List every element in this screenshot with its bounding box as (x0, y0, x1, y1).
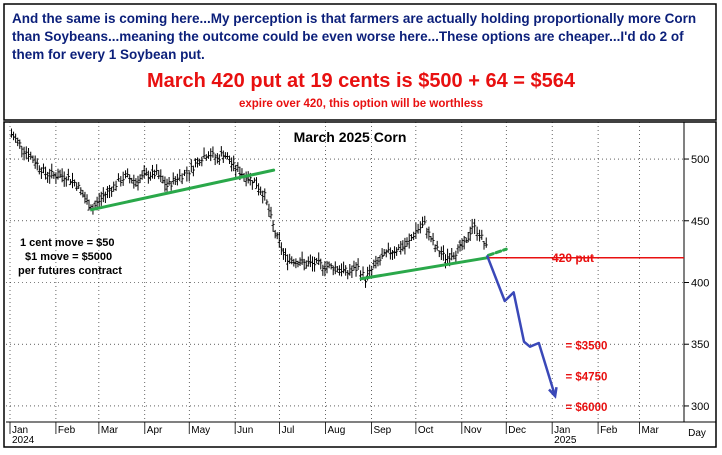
info-line-2: $1 move = $5000 (25, 251, 112, 263)
x-tick-label: Dec (508, 425, 526, 436)
x-tick-label: Mar (642, 425, 660, 436)
y-tick-label: 400 (691, 277, 709, 289)
chart-text: March 2025 Corn Day 1 cent move = $50 $1… (18, 129, 706, 439)
trendline-2 (359, 256, 489, 281)
x-tick-label: Apr (147, 425, 163, 436)
info-line-1: 1 cent move = $50 (20, 237, 114, 249)
x-tick-label: Sep (373, 425, 391, 436)
payoff-annotation-3: = $6000 (565, 402, 607, 414)
x-tick-label: Jan (554, 425, 570, 436)
y-tick-label: 300 (691, 401, 709, 413)
chart-border (3, 121, 717, 448)
payoff-annotation-2: = $4750 (565, 371, 607, 383)
x-tick-label: Nov (464, 425, 482, 436)
chart-title: March 2025 Corn (294, 129, 407, 145)
overlay-lines (89, 168, 684, 399)
x-tick-label: Jul (282, 425, 295, 436)
y-tick-label: 350 (691, 339, 709, 351)
header-box (3, 3, 717, 121)
projection-arrowhead (548, 386, 558, 399)
x-tick-label: Mar (101, 425, 119, 436)
trendline-3 (486, 247, 508, 257)
trendline-1 (89, 168, 276, 212)
payoff-annotation-1: = $3500 (565, 340, 607, 352)
strike-label: 420 put (552, 251, 594, 265)
projection-path (485, 254, 557, 397)
y-tick-label: 500 (691, 154, 709, 166)
x-tick-label: Feb (58, 425, 76, 436)
commentary-text: And the same is coming here...My percept… (12, 11, 697, 62)
grid-layer (6, 122, 684, 422)
subline-text: expire over 420, this option will be wor… (238, 98, 484, 110)
headline-text: March 420 put at 19 cents is $500 + 64 =… (146, 70, 576, 92)
year-label: 2024 (12, 435, 35, 446)
axis-layer: 300 350 400 450 500 Jan Feb Mar Apr May Jun Jul Aug S… (6, 122, 716, 446)
x-tick-label: Jan (12, 425, 28, 436)
year-label: 2025 (554, 435, 577, 446)
x-tick-label: Jun (237, 425, 253, 436)
x-tick-label: Oct (418, 425, 434, 436)
y-tick-label: 450 (691, 216, 709, 228)
x-tick-label: Aug (328, 425, 346, 436)
x-axis-label: Day (688, 428, 706, 439)
x-tick-label: Feb (600, 425, 618, 436)
info-line-3: per futures contract (18, 265, 122, 277)
x-tick-label: May (191, 425, 210, 436)
price-bars (9, 128, 488, 288)
